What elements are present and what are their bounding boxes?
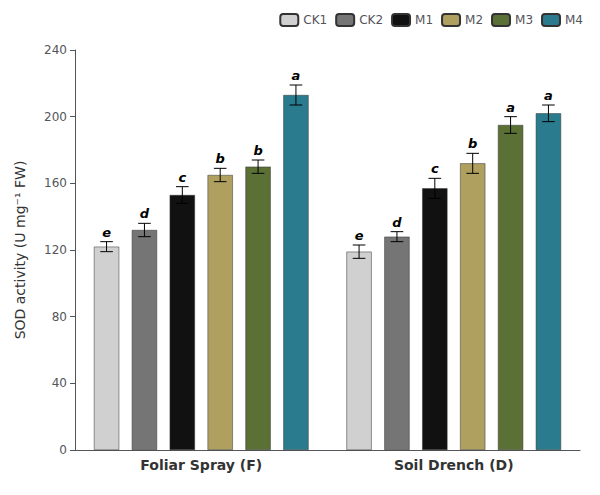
svg-text:M2: M2 xyxy=(465,13,483,27)
svg-text:240: 240 xyxy=(44,43,67,57)
svg-text:CK2: CK2 xyxy=(359,13,383,27)
svg-text:b: b xyxy=(253,143,262,158)
svg-text:Foliar Spray (F): Foliar Spray (F) xyxy=(140,457,262,473)
svg-text:120: 120 xyxy=(44,243,67,257)
svg-text:d: d xyxy=(392,215,402,230)
svg-text:M1: M1 xyxy=(415,13,433,27)
svg-text:160: 160 xyxy=(44,176,67,190)
svg-text:e: e xyxy=(102,225,111,240)
svg-text:SOD activity (U mg⁻¹ FW): SOD activity (U mg⁻¹ FW) xyxy=(12,161,28,340)
svg-text:b: b xyxy=(216,151,225,166)
svg-text:200: 200 xyxy=(44,110,67,124)
svg-text:Soil Drench (D): Soil Drench (D) xyxy=(394,457,514,473)
svg-text:c: c xyxy=(431,161,439,176)
svg-text:a: a xyxy=(544,88,553,103)
svg-text:M4: M4 xyxy=(565,13,583,27)
svg-text:80: 80 xyxy=(52,310,67,324)
svg-text:e: e xyxy=(355,228,364,243)
svg-text:M3: M3 xyxy=(515,13,533,27)
svg-text:b: b xyxy=(468,136,477,151)
svg-text:0: 0 xyxy=(59,443,67,457)
svg-text:d: d xyxy=(140,206,150,221)
svg-text:40: 40 xyxy=(52,376,67,390)
svg-text:a: a xyxy=(292,68,301,83)
svg-text:c: c xyxy=(178,170,186,185)
svg-text:a: a xyxy=(506,100,515,115)
svg-text:CK1: CK1 xyxy=(303,13,327,27)
